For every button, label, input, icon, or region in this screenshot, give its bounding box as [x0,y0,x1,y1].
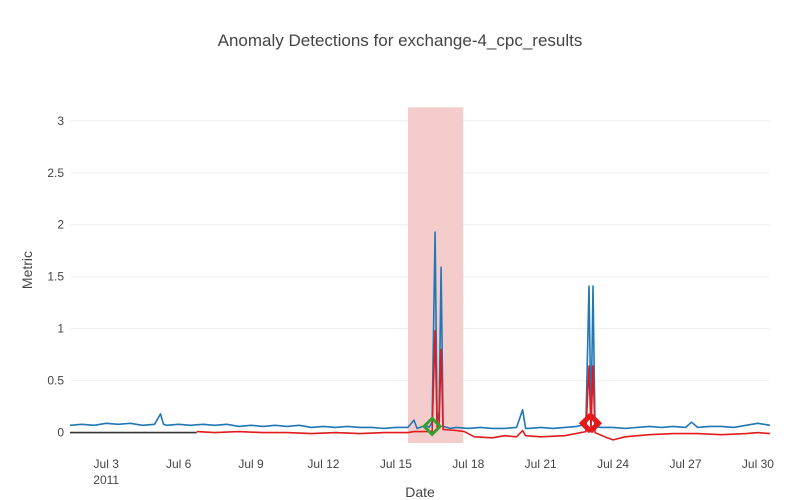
x-tick-label: Jul 3 [94,457,120,471]
y-axis-title: Metric [19,251,35,289]
y-tick-label: 3 [57,114,64,128]
x-tick-label: Jul 21 [525,457,557,471]
x-tick-label: Jul 18 [452,457,484,471]
y-tick-label: 2.5 [47,166,64,180]
x-tick-label: Jul 9 [238,457,264,471]
marker-layer [421,413,603,437]
x-tick-label: Jul 15 [380,457,412,471]
anomaly-marker-1 [578,413,600,434]
y-tick-label: 2 [57,218,64,232]
x-tick-year-label: 2011 [93,473,119,487]
x-tick-label: Jul 12 [307,457,339,471]
chart-title: Anomaly Detections for exchange-4_cpc_re… [218,31,583,50]
y-tick-labels: 0 0.5 1 1.5 2 2.5 3 [47,114,64,440]
x-tick-label: Jul 30 [742,457,774,471]
x-tick-labels: Jul 3 2011 Jul 6 Jul 9 Jul 12 Jul 15 Jul 18 Jul… [93,457,774,487]
x-tick-label: Jul 24 [597,457,629,471]
y-tick-label: 0 [57,426,64,440]
y-tick-label: 1.5 [47,270,64,284]
anomaly-marker-2 [581,413,603,434]
y-tick-label: 0.5 [47,374,64,388]
x-tick-label: Jul 27 [670,457,702,471]
x-tick-label: Jul 6 [166,457,192,471]
series-line-1 [196,329,771,441]
x-axis-title: Date [405,484,435,500]
y-tick-label: 1 [57,322,64,336]
anomaly-marker-0 [421,416,443,437]
